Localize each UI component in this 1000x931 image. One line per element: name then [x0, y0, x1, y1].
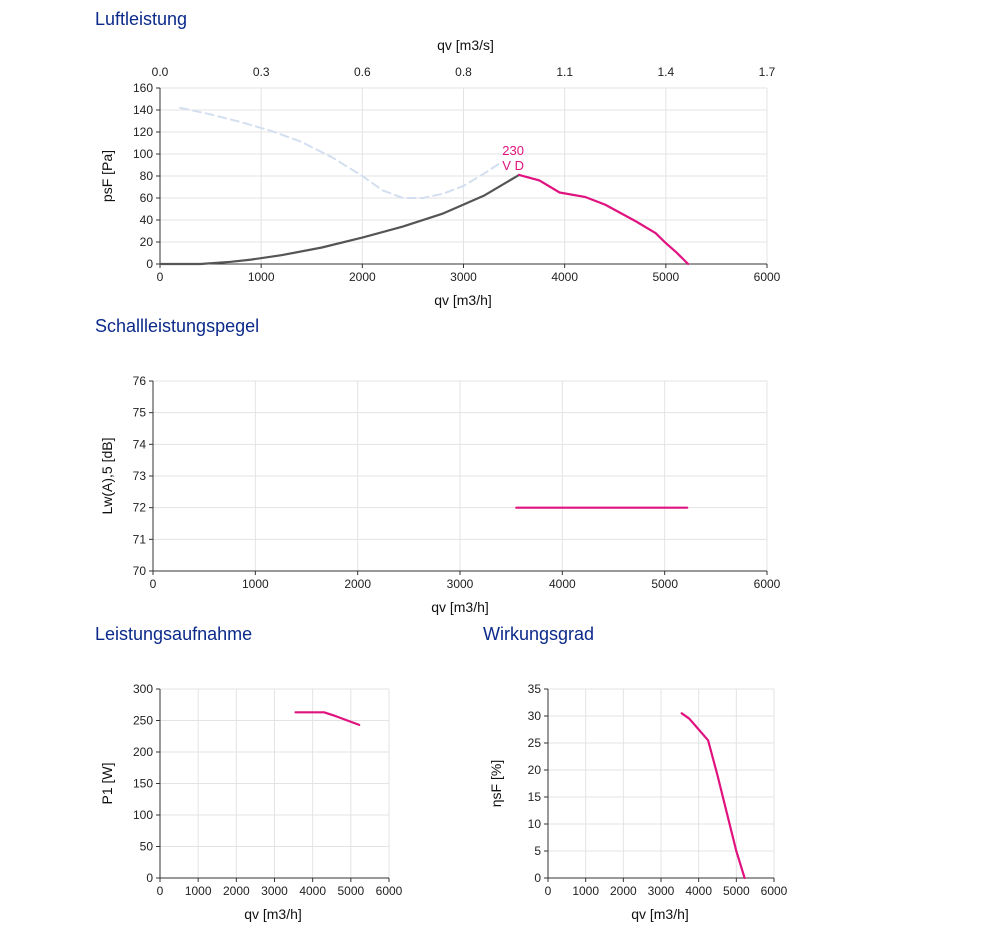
x-tick-label: 2000 [344, 577, 371, 591]
x-tick-label: 0 [545, 884, 552, 898]
section-title-airflow: Luftleistung [95, 9, 188, 29]
y-axis-title: Lw(A),5 [dB] [99, 437, 115, 514]
y-tick-label: 10 [528, 817, 542, 831]
y-tick-label: 76 [133, 374, 147, 388]
y-tick-label: 75 [133, 406, 147, 420]
curve-annotation: V D [502, 158, 524, 173]
y-tick-label: 120 [133, 125, 153, 139]
y-tick-label: 50 [140, 840, 154, 854]
y-tick-label: 0 [146, 257, 153, 271]
y-tick-label: 20 [140, 235, 154, 249]
series-line-1 [158, 173, 521, 266]
y-tick-label: 5 [534, 844, 541, 858]
x2-tick-label: 1.7 [759, 65, 776, 79]
x-tick-label: 4000 [551, 270, 578, 284]
x2-tick-label: 0.3 [253, 65, 270, 79]
series-line-0 [179, 106, 500, 199]
x-tick-label: 5000 [723, 884, 750, 898]
x-tick-label: 3000 [450, 270, 477, 284]
y-tick-label: 0 [146, 871, 153, 885]
section-title-efficiency: Wirkungsgrad [483, 624, 595, 644]
curve-annotation: 230 [502, 143, 524, 158]
section-title-sound: Schallleistungspegel [95, 316, 260, 336]
x-tick-label: 2000 [223, 884, 250, 898]
series-line-2 [518, 173, 690, 266]
chart-efficiency: 0 1000 2000 3000 4000 5000 6000 0 5 10 15 20 25 30 35 q… [488, 682, 788, 922]
x-tick-label: 0 [150, 577, 157, 591]
y-tick-label: 200 [133, 745, 153, 759]
y-tick-label: 160 [133, 81, 153, 95]
x-tick-label: 6000 [376, 884, 403, 898]
y-tick-label: 100 [133, 808, 153, 822]
y-tick-label: 72 [133, 501, 147, 515]
y-axis-title: P1 [W] [99, 762, 115, 804]
y-tick-label: 73 [133, 469, 147, 483]
x2-tick-label: 0.6 [354, 65, 371, 79]
y-tick-label: 80 [140, 169, 154, 183]
y-tick-label: 250 [133, 714, 153, 728]
y-tick-label: 140 [133, 103, 153, 117]
y-axis-title: ηsF [%] [488, 760, 504, 807]
y-tick-label: 15 [528, 790, 542, 804]
y-tick-label: 74 [133, 437, 147, 451]
x-tick-label: 1000 [248, 270, 275, 284]
x-tick-label: 5000 [651, 577, 678, 591]
series-line-0 [680, 712, 746, 880]
y-tick-label: 150 [133, 777, 153, 791]
y-tick-label: 100 [133, 147, 153, 161]
x2-tick-label: 1.1 [556, 65, 573, 79]
y-tick-label: 0 [534, 871, 541, 885]
series-line-0 [294, 711, 361, 726]
x-tick-label: 0 [157, 270, 164, 284]
x-axis-title: qv [m3/h] [631, 906, 689, 922]
chart-airflow: 0 1000 2000 3000 4000 5000 6000 0 20 40 60 80 100 120… [99, 37, 781, 308]
x-tick-label: 4000 [299, 884, 326, 898]
x2-tick-label: 0.0 [152, 65, 169, 79]
x-axis-title: qv [m3/h] [431, 599, 489, 615]
x-tick-label: 3000 [261, 884, 288, 898]
y-tick-label: 71 [133, 532, 147, 546]
x-axis-title: qv [m3/h] [244, 906, 302, 922]
y-tick-label: 40 [140, 213, 154, 227]
x-tick-label: 5000 [337, 884, 364, 898]
x-tick-label: 6000 [754, 270, 781, 284]
y-tick-label: 300 [133, 682, 153, 696]
x2-tick-label: 0.8 [455, 65, 472, 79]
x-tick-label: 6000 [754, 577, 781, 591]
y-tick-label: 25 [528, 736, 542, 750]
y-tick-label: 35 [528, 682, 542, 696]
y-tick-label: 60 [140, 191, 154, 205]
x-tick-label: 2000 [349, 270, 376, 284]
y-tick-label: 20 [528, 763, 542, 777]
x-tick-label: 6000 [761, 884, 788, 898]
x-tick-label: 1000 [185, 884, 212, 898]
x-tick-label: 4000 [549, 577, 576, 591]
x-tick-label: 3000 [648, 884, 675, 898]
y-tick-label: 70 [133, 564, 147, 578]
x-tick-label: 1000 [572, 884, 599, 898]
x2-axis-title: qv [m3/s] [437, 37, 494, 53]
x-axis-title: qv [m3/h] [434, 292, 492, 308]
y-axis-title: psF [Pa] [99, 150, 115, 202]
chart-power: 0 1000 2000 3000 4000 5000 6000 0 50 100 150 200 250… [99, 682, 403, 922]
x-tick-label: 5000 [652, 270, 679, 284]
x-tick-label: 3000 [447, 577, 474, 591]
x-tick-label: 1000 [242, 577, 269, 591]
y-tick-label: 30 [528, 709, 542, 723]
x-tick-label: 2000 [610, 884, 637, 898]
x-tick-label: 4000 [685, 884, 712, 898]
chart-sound: 0 1000 2000 3000 4000 5000 6000 70 71 72 73 74 75 76 q… [99, 374, 781, 615]
section-title-power: Leistungsaufnahme [95, 624, 253, 644]
x-tick-label: 0 [157, 884, 164, 898]
x2-tick-label: 1.4 [657, 65, 674, 79]
